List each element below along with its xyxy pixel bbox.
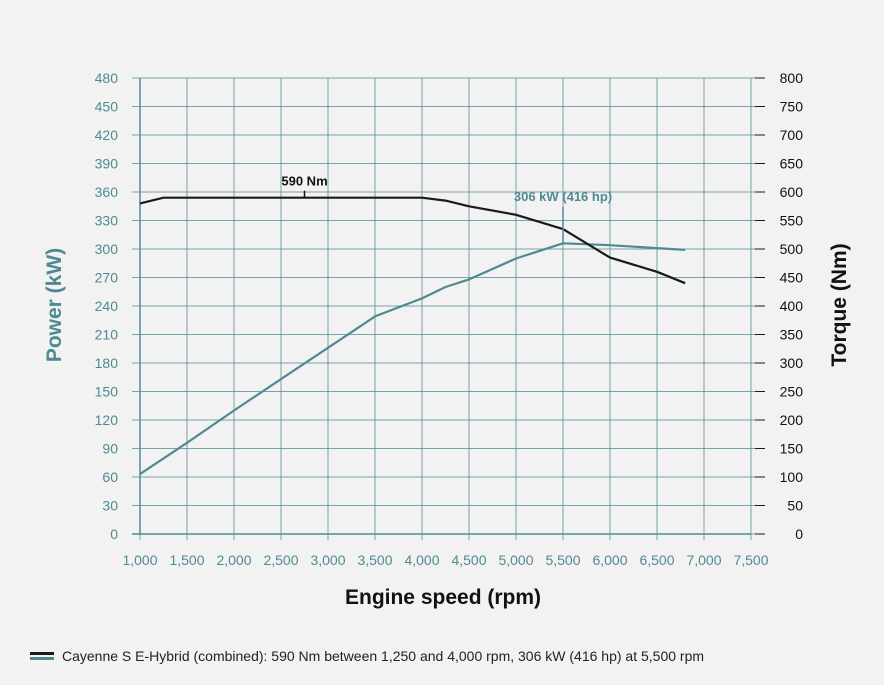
x-tick-label: 4,500: [451, 552, 486, 568]
y-axis-label-torque: Torque (Nm): [828, 243, 851, 366]
y2-tick-label: 150: [780, 441, 804, 457]
y2-tick-label: 600: [780, 184, 804, 200]
x-tick-label: 1,500: [169, 552, 204, 568]
y2-tick-label: 800: [780, 70, 804, 86]
annotation-label: 590 Nm: [281, 174, 327, 189]
y-tick-label: 360: [95, 184, 119, 200]
y-tick-label: 270: [95, 270, 119, 286]
series-line-torque: [139, 196, 686, 285]
x-tick-label: 3,500: [357, 552, 392, 568]
x-tick-label: 5,500: [545, 552, 580, 568]
axes: 0 30 60 90 120 150 180 210 240 270 300 330 360 390 420…: [95, 70, 804, 568]
y-tick-label: 120: [95, 412, 119, 428]
y2-tick-label: 750: [780, 99, 804, 115]
y-tick-label: 420: [95, 127, 119, 143]
annotation-label: 306 kW (416 hp): [514, 189, 612, 204]
y2-tick-label: 0: [795, 526, 803, 542]
y-tick-label: 30: [102, 498, 118, 514]
y-tick-label: 60: [102, 469, 118, 485]
x-axis-label: Engine speed (rpm): [345, 586, 541, 609]
y-tick-label: 330: [95, 213, 119, 229]
annotations: 590 Nm 306 kW (416 hp): [281, 174, 612, 244]
y-tick-label: 240: [95, 298, 119, 314]
y2-tick-label: 350: [780, 327, 804, 343]
y2-tick-label: 450: [780, 270, 804, 286]
y2-tick-label: 200: [780, 412, 804, 428]
y-tick-label: 0: [110, 526, 118, 542]
series: [139, 196, 686, 476]
series-line-power: [139, 242, 686, 476]
x-tick-label: 6,000: [592, 552, 627, 568]
y2-tick-label: 400: [780, 298, 804, 314]
y-tick-label: 150: [95, 384, 119, 400]
y-axis-label-power: Power (kW): [43, 248, 66, 362]
y-tick-label: 300: [95, 241, 119, 257]
y-tick-label: 180: [95, 355, 119, 371]
legend: Cayenne S E-Hybrid (combined): 590 Nm be…: [30, 648, 704, 664]
x-tick-label: 6,500: [639, 552, 674, 568]
x-tick-label: 7,000: [686, 552, 721, 568]
y2-tick-label: 650: [780, 156, 804, 172]
x-tick-label: 5,000: [498, 552, 533, 568]
y2-tick-label: 250: [780, 384, 804, 400]
x-tick-label: 2,500: [263, 552, 298, 568]
x-tick-label: 2,000: [216, 552, 251, 568]
y-tick-label: 450: [95, 99, 119, 115]
x-tick-label: 7,500: [733, 552, 768, 568]
y2-tick-label: 300: [780, 355, 804, 371]
y2-tick-label: 550: [780, 213, 804, 229]
y-tick-label: 210: [95, 327, 119, 343]
legend-swatch: [30, 651, 54, 661]
y-tick-label: 90: [102, 441, 118, 457]
x-tick-label: 4,000: [404, 552, 439, 568]
y2-tick-label: 50: [787, 498, 803, 514]
x-tick-label: 1,000: [122, 552, 157, 568]
legend-text: Cayenne S E-Hybrid (combined): 590 Nm be…: [62, 648, 705, 664]
y2-tick-label: 500: [780, 241, 804, 257]
y-tick-label: 390: [95, 156, 119, 172]
y2-tick-label: 100: [780, 469, 804, 485]
y2-tick-label: 700: [780, 127, 804, 143]
chart-background: [8, 8, 876, 677]
x-tick-label: 3,000: [310, 552, 345, 568]
y-tick-label: 480: [95, 70, 119, 86]
